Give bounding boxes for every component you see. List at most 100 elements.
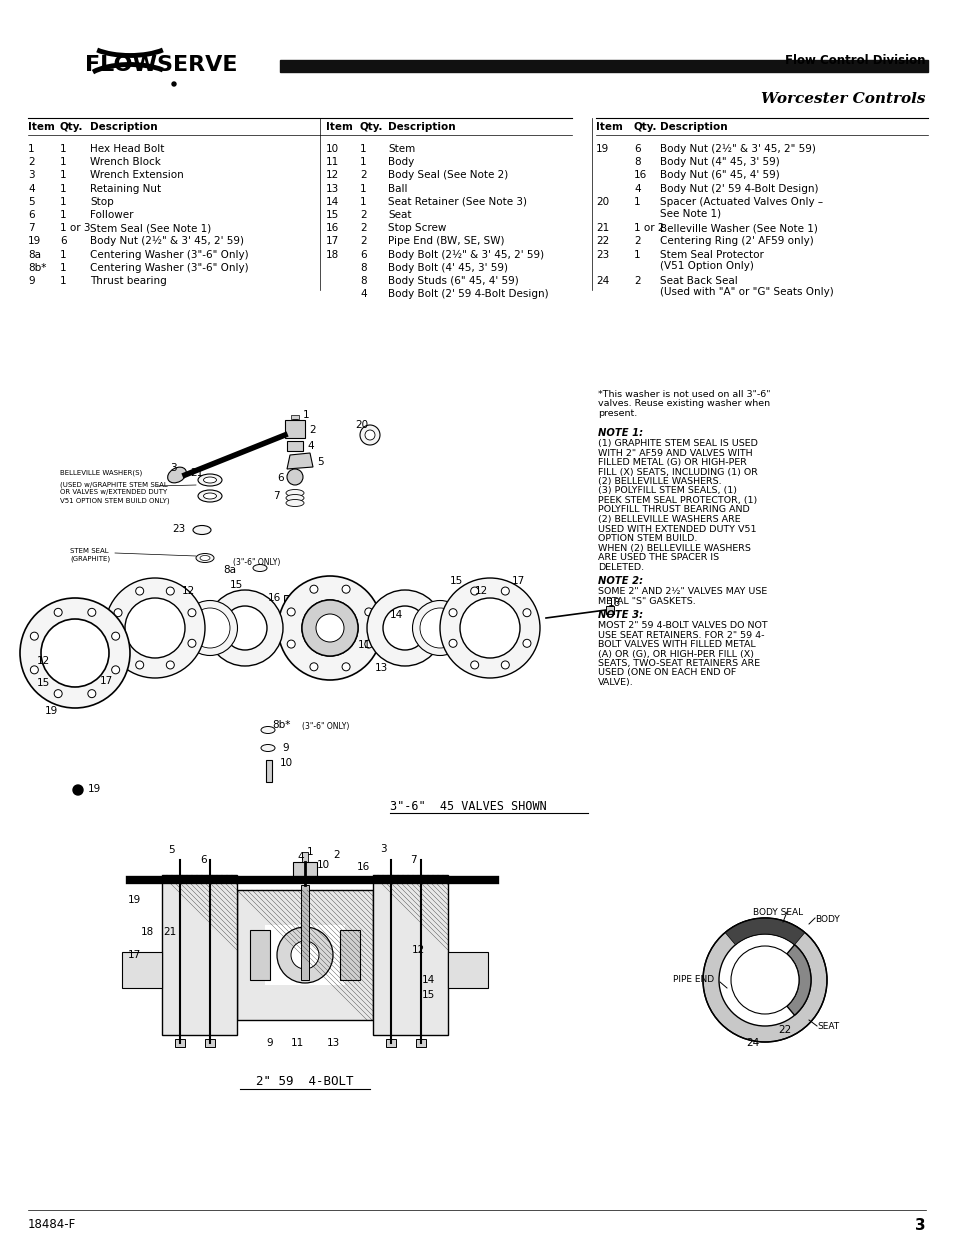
Ellipse shape [439,578,539,678]
Text: 17: 17 [512,576,525,585]
Text: POLYFILL THRUST BEARING AND: POLYFILL THRUST BEARING AND [598,505,749,515]
Text: 1: 1 [307,847,314,857]
Text: MOST 2" 59 4-BOLT VALVES DO NOT: MOST 2" 59 4-BOLT VALVES DO NOT [598,621,767,630]
Bar [448,952,488,988]
Text: 2: 2 [359,236,366,247]
Text: 10: 10 [326,144,338,154]
Text: 5: 5 [316,457,323,467]
Text: 21: 21 [596,224,609,233]
Text: 19: 19 [88,784,101,794]
Text: 5: 5 [28,196,34,206]
Text: 2: 2 [359,170,366,180]
Circle shape [112,666,119,674]
Text: 4: 4 [359,289,366,299]
Circle shape [88,689,95,698]
Text: Centering Washer (3"-6" Only): Centering Washer (3"-6" Only) [90,263,249,273]
Text: 13: 13 [375,663,388,673]
Ellipse shape [286,489,304,496]
Bar [301,885,309,981]
Text: NOTE 3:: NOTE 3: [598,610,642,620]
Text: Seat Retainer (See Note 3): Seat Retainer (See Note 3) [388,196,526,206]
Circle shape [30,666,38,674]
Text: 8a: 8a [28,249,41,259]
Text: 16: 16 [326,224,339,233]
Text: Qty.: Qty. [634,122,657,132]
Text: 17: 17 [326,236,339,247]
Text: 6: 6 [60,236,67,247]
Ellipse shape [459,598,519,658]
Circle shape [276,927,333,983]
Text: 18: 18 [326,249,339,259]
Circle shape [449,640,456,647]
Circle shape [112,632,119,640]
Text: 4: 4 [307,441,314,451]
Text: 3: 3 [379,844,386,853]
Text: 2: 2 [333,850,339,860]
Text: Item: Item [326,122,353,132]
Circle shape [114,609,122,616]
Text: 14: 14 [421,974,435,986]
Text: 18: 18 [140,927,153,937]
Ellipse shape [105,578,205,678]
Circle shape [500,587,509,595]
Circle shape [342,585,350,593]
Bar [386,1039,395,1047]
Text: Ball: Ball [388,184,407,194]
Bar [297,600,308,608]
Text: *This washer is not used on all 3"-6": *This washer is not used on all 3"-6" [598,390,770,399]
Text: 12: 12 [182,585,195,597]
Bar [302,852,308,864]
Text: Description: Description [659,122,727,132]
Text: 11: 11 [290,1037,303,1049]
Ellipse shape [198,474,222,487]
Text: 15: 15 [230,580,243,590]
Text: Body Seal (See Note 2): Body Seal (See Note 2) [388,170,508,180]
Text: (USED w/GRAPHITE STEM SEAL: (USED w/GRAPHITE STEM SEAL [60,480,168,488]
Text: 7: 7 [409,855,416,864]
Circle shape [364,608,373,616]
Text: 2: 2 [359,210,366,220]
Text: USED (ONE ON EACH END OF: USED (ONE ON EACH END OF [598,668,736,678]
Circle shape [114,640,122,647]
Text: Spacer (Actuated Valves Only –: Spacer (Actuated Valves Only – [659,196,822,206]
Text: NOTE 1:: NOTE 1: [598,429,642,438]
Text: 23: 23 [172,524,185,534]
Ellipse shape [193,526,211,535]
Circle shape [302,600,357,656]
Text: 7: 7 [273,492,279,501]
Bar [373,876,448,1035]
Text: 16: 16 [268,593,281,603]
Ellipse shape [195,553,213,562]
Bar [250,930,270,981]
Text: 17: 17 [128,950,140,960]
Text: 12: 12 [475,585,488,597]
Text: 2" 59  4-BOLT: 2" 59 4-BOLT [256,1074,354,1088]
Ellipse shape [168,467,186,483]
Ellipse shape [182,600,237,656]
Circle shape [342,663,350,671]
Bar [605,606,614,614]
Text: 18: 18 [607,598,620,608]
Ellipse shape [198,490,222,501]
Text: BODY: BODY [814,915,839,924]
Circle shape [287,469,303,485]
Circle shape [188,640,195,647]
Text: 6: 6 [359,249,366,259]
Text: 9: 9 [282,743,289,753]
Text: PIPE END: PIPE END [672,974,714,984]
Text: (2) BELLEVILLE WASHERS.: (2) BELLEVILLE WASHERS. [598,477,720,487]
Text: (2) BELLEVILLE WASHERS ARE: (2) BELLEVILLE WASHERS ARE [598,515,740,524]
Bar [162,876,236,1035]
Text: 2: 2 [359,224,366,233]
Circle shape [470,587,478,595]
Bar [284,595,294,603]
Text: Body Nut (2' 59 4-Bolt Design): Body Nut (2' 59 4-Bolt Design) [659,184,818,194]
Text: (Used with "A" or "G" Seats Only): (Used with "A" or "G" Seats Only) [659,288,833,298]
Text: (3) POLYFILL STEM SEALS, (1): (3) POLYFILL STEM SEALS, (1) [598,487,737,495]
Circle shape [135,661,144,669]
Text: 5: 5 [169,845,175,855]
Text: 12: 12 [411,945,424,955]
Text: 20: 20 [355,420,368,430]
Circle shape [188,609,195,616]
Circle shape [73,785,83,795]
